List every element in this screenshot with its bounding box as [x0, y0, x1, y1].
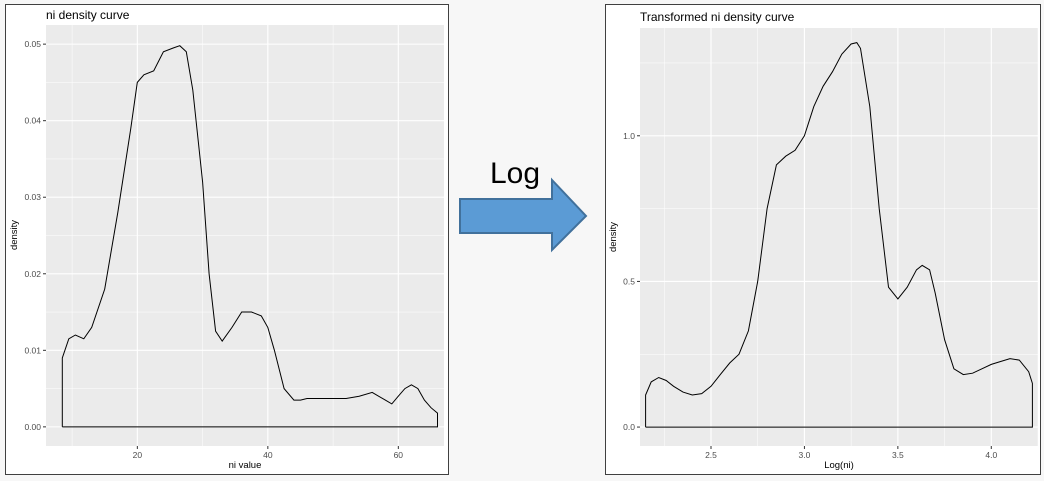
grid-major [46, 25, 444, 446]
x-tick-label: 3.0 [799, 450, 811, 460]
y-tick-label: 0.01 [24, 345, 41, 355]
x-tick-label: 4.0 [985, 450, 997, 460]
y-tick-label: 0.04 [24, 116, 41, 126]
density-chart: ni density curve 20 40 60 0.00 0.01 0.02 0.03… [9, 8, 444, 471]
x-axis-title: ni value [229, 460, 262, 471]
x-axis-ticks: 20 40 60 [133, 446, 404, 460]
density-chart-panel: ni density curve 20 40 60 0.00 0.01 0.02 0.03… [5, 4, 449, 475]
transformed-density-chart-panel: Transformed ni density curve 2.5 3.0 3.5 4.… [605, 4, 1041, 475]
y-tick-label: 0.02 [24, 269, 41, 279]
right-arrow-icon [459, 177, 588, 253]
grid-minor [46, 25, 444, 446]
y-axis-title: density [9, 220, 20, 250]
y-tick-label: 0.03 [24, 192, 41, 202]
x-axis-ticks: 2.5 3.0 3.5 4.0 [705, 446, 997, 460]
transformed-density-chart: Transformed ni density curve 2.5 3.0 3.5 4.… [608, 10, 1039, 471]
y-tick-label: 1.0 [623, 131, 635, 141]
density-curve [645, 42, 1033, 428]
y-axis-ticks: 0.00 0.01 0.02 0.03 0.04 0.05 [24, 39, 46, 432]
x-tick-label: 40 [263, 450, 273, 460]
y-tick-label: 0.05 [24, 39, 41, 49]
chart-title: ni density curve [46, 8, 130, 22]
y-tick-label: 0.0 [623, 422, 635, 432]
x-tick-label: 3.5 [892, 450, 904, 460]
y-axis-title: density [608, 222, 619, 252]
chart-title: Transformed ni density curve [640, 10, 795, 24]
x-tick-label: 60 [394, 450, 404, 460]
y-tick-label: 0.5 [623, 276, 635, 286]
log-arrow-label: Log [490, 157, 541, 190]
density-curve [61, 45, 438, 428]
x-axis-title: Log(ni) [824, 460, 854, 471]
y-tick-label: 0.00 [24, 422, 41, 432]
x-tick-label: 2.5 [705, 450, 717, 460]
plot-panel [640, 28, 1038, 446]
y-axis-ticks: 0.0 0.5 1.0 [623, 131, 640, 432]
x-tick-label: 20 [133, 450, 143, 460]
grid-minor [640, 28, 1039, 446]
